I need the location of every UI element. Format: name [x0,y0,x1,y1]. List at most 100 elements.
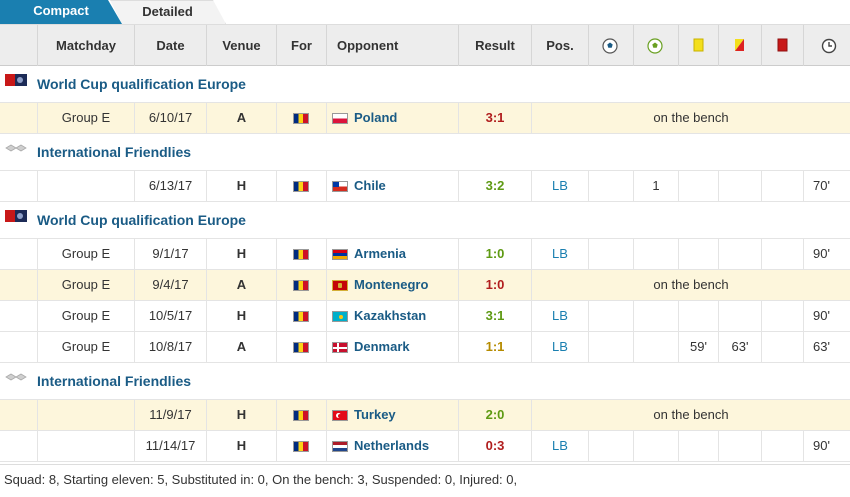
opponent-link[interactable]: Poland [326,103,458,133]
romania-flag-icon [293,280,309,291]
header-assists[interactable] [633,25,678,66]
header-minutes[interactable] [803,25,850,66]
competition-row: World Cup qualification Europe [0,66,850,103]
opponent-link[interactable]: Netherlands [326,431,458,461]
bench-status: on the bench [531,270,850,300]
second-yellow-cell [718,301,761,331]
competition-row: International Friendlies [0,363,850,400]
yellow-cell [678,239,718,269]
header-for[interactable]: For [276,25,326,66]
matchday-cell [37,400,134,430]
header-opponent[interactable]: Opponent [326,25,458,66]
romania-flag-icon [293,342,309,353]
goals-cell [588,332,633,362]
opponent-link[interactable]: Denmark [326,332,458,362]
romania-flag-icon [293,113,309,124]
denmark-flag-icon [332,342,348,353]
opponent-link[interactable]: Turkey [326,400,458,430]
position-cell: LB [531,332,588,362]
venue-cell: H [206,301,276,331]
view-tabs: Detailed Compact [0,0,850,24]
table-row: 11/9/17 H Turkey 2:0 on the bench [0,400,850,431]
matchday-cell [37,171,134,201]
yellow-cell: 59' [678,332,718,362]
competition-name[interactable]: World Cup qualification Europe [37,76,246,92]
yellow-card-icon [693,38,704,52]
minutes-cell: 90' [803,431,850,461]
matchday-cell: Group E [37,301,134,331]
second-yellow-card-icon [735,39,744,51]
matchday-cell: Group E [37,103,134,133]
handshake-icon [5,373,27,381]
competition-name[interactable]: World Cup qualification Europe [37,212,246,228]
chile-flag-icon [332,181,348,192]
position-cell: LB [531,301,588,331]
position-cell: LB [531,171,588,201]
date-cell: 11/9/17 [134,400,206,430]
result-link[interactable]: 2:0 [458,400,531,430]
table-header: Matchday Date Venue For Opponent Result … [0,24,850,66]
minutes-cell: 70' [803,171,850,201]
second-yellow-cell: 63' [718,332,761,362]
opponent-link[interactable]: Chile [326,171,458,201]
minutes-cell: 63' [803,332,850,362]
handshake-icon [5,144,27,152]
for-cell [276,103,326,133]
venue-cell: A [206,103,276,133]
competition-name[interactable]: International Friendlies [37,144,192,160]
venue-cell: A [206,270,276,300]
for-cell [276,332,326,362]
venue-cell: A [206,332,276,362]
goals-cell [588,171,633,201]
assists-cell [633,301,678,331]
goals-cell [588,431,633,461]
assists-ball-icon [647,38,663,54]
competition-name[interactable]: International Friendlies [37,373,192,389]
montenegro-flag-icon [332,280,348,291]
result-link[interactable]: 3:1 [458,103,531,133]
header-matchday[interactable]: Matchday [37,25,134,66]
bench-status: on the bench [531,400,850,430]
assists-cell [633,431,678,461]
result-link[interactable]: 1:1 [458,332,531,362]
matchday-cell [37,431,134,461]
romania-flag-icon [293,249,309,260]
header-red[interactable] [761,25,803,66]
header-pos[interactable]: Pos. [531,25,588,66]
tab-compact[interactable]: Compact [0,0,122,24]
netherlands-flag-icon [332,441,348,452]
for-cell [276,239,326,269]
result-link[interactable]: 0:3 [458,431,531,461]
header-goals[interactable] [588,25,633,66]
date-cell: 9/1/17 [134,239,206,269]
result-link[interactable]: 3:2 [458,171,531,201]
red-cell [761,239,803,269]
red-cell [761,431,803,461]
matchday-cell: Group E [37,239,134,269]
date-cell: 6/10/17 [134,103,206,133]
header-venue[interactable]: Venue [206,25,276,66]
opponent-link[interactable]: Armenia [326,239,458,269]
result-link[interactable]: 1:0 [458,239,531,269]
second-yellow-cell [718,239,761,269]
header-date[interactable]: Date [134,25,206,66]
result-link[interactable]: 1:0 [458,270,531,300]
table-row: Group E 10/5/17 H Kazakhstan 3:1 LB 90' [0,301,850,332]
header-second-yellow[interactable] [718,25,761,66]
tab-detailed[interactable]: Detailed [110,0,226,24]
yellow-cell [678,171,718,201]
poland-flag-icon [332,113,348,124]
opponent-link[interactable]: Kazakhstan [326,301,458,331]
competition-row: World Cup qualification Europe [0,202,850,239]
header-yellow[interactable] [678,25,718,66]
for-cell [276,301,326,331]
assists-cell [633,239,678,269]
second-yellow-cell [718,431,761,461]
date-cell: 10/5/17 [134,301,206,331]
table-row: 11/14/17 H Netherlands 0:3 LB 90' [0,431,850,462]
opponent-link[interactable]: Montenegro [326,270,458,300]
for-cell [276,270,326,300]
result-link[interactable]: 3:1 [458,301,531,331]
venue-cell: H [206,171,276,201]
header-result[interactable]: Result [458,25,531,66]
